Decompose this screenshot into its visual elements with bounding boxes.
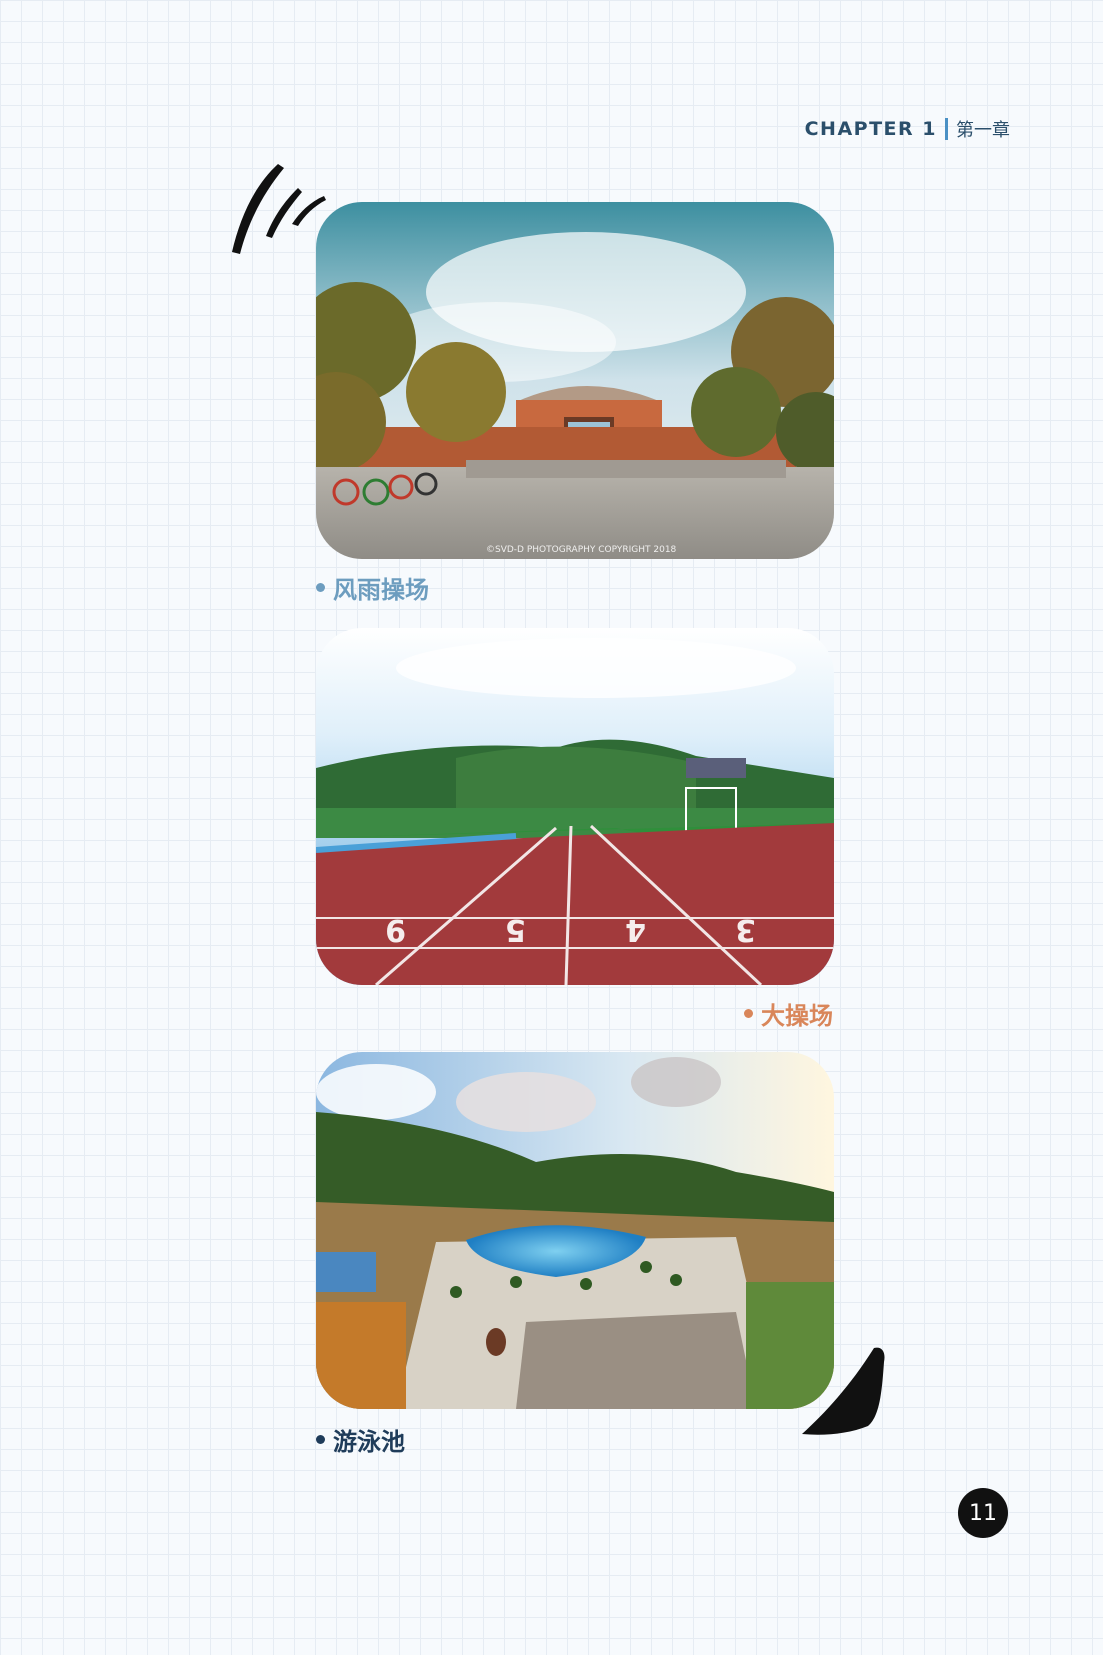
lane-number: 4 bbox=[625, 912, 646, 947]
chapter-header: CHAPTER 1 第一章 bbox=[805, 116, 1010, 142]
caption-text: 大操场 bbox=[761, 1002, 833, 1030]
lane-number: 3 bbox=[735, 912, 756, 947]
caption-text: 游泳池 bbox=[333, 1428, 405, 1456]
bullet-dot bbox=[316, 1435, 325, 1444]
chapter-title-cn: 第一章 bbox=[956, 120, 1010, 141]
bullet-dot bbox=[744, 1009, 753, 1018]
brush-stroke-icon bbox=[232, 164, 326, 254]
brush-corner-icon bbox=[802, 1347, 885, 1435]
photo-gymnasium: ©SVD-D PHOTOGRAPHY COPYRIGHT 2018 bbox=[316, 202, 834, 559]
photo-running-track: 9 5 4 3 bbox=[316, 628, 834, 985]
photo-swimming-pool bbox=[316, 1052, 834, 1409]
caption-gymnasium: 风雨操场 bbox=[316, 570, 429, 605]
bullet-dot bbox=[316, 583, 325, 592]
caption-text: 风雨操场 bbox=[333, 576, 429, 604]
chapter-divider bbox=[945, 118, 948, 140]
photo-watermark: ©SVD-D PHOTOGRAPHY COPYRIGHT 2018 bbox=[486, 545, 677, 555]
caption-running-track: 大操场 bbox=[744, 996, 833, 1031]
lane-number: 5 bbox=[505, 912, 526, 947]
lane-number: 9 bbox=[385, 912, 406, 947]
page-number: 11 bbox=[958, 1488, 1008, 1538]
caption-swimming-pool: 游泳池 bbox=[316, 1422, 405, 1457]
chapter-title-en: CHAPTER 1 bbox=[804, 118, 937, 140]
